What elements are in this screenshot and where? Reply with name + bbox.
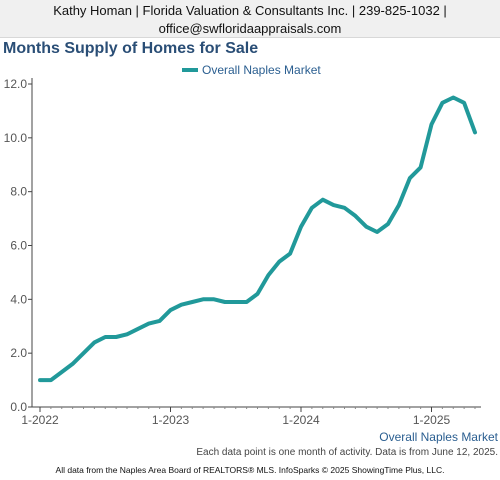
data-point [49,378,53,382]
series-line-overall-naples-market [38,95,477,383]
data-point [114,335,118,339]
data-point [223,300,227,304]
data-point [343,206,347,210]
y-tick-label: 8.0 [10,185,27,199]
data-point [158,319,162,323]
footer-credit: All data from the Naples Area Board of R… [55,465,445,475]
data-point [125,332,129,336]
data-point [266,273,270,277]
data-point [321,198,325,202]
data-point [440,101,444,105]
plot-area [38,95,477,383]
data-point [147,322,151,326]
y-tick-label: 0.0 [10,400,27,414]
legend: Overall Naples Market [182,63,321,77]
data-point [136,327,140,331]
data-point [38,378,42,382]
data-point [71,362,75,366]
data-point [190,300,194,304]
data-point [92,340,96,344]
data-point [179,303,183,307]
data-point [169,308,173,312]
series-label: Overall Naples Market [379,430,498,444]
data-point [288,252,292,256]
header-bar: Kathy Homan | Florida Valuation & Consul… [0,0,500,38]
data-point [375,230,379,234]
legend-swatch [182,67,198,72]
data-point [451,95,455,99]
data-point [462,101,466,105]
y-tick-label: 10.0 [4,131,28,145]
data-point [353,214,357,218]
data-point [60,370,64,374]
data-note: Each data point is one month of activity… [196,447,498,458]
data-point [408,176,412,180]
data-point [473,130,477,134]
x-tick-label: 1-2023 [152,413,190,427]
data-point [277,260,281,264]
data-point [430,122,434,126]
x-tick-label: 1-2024 [282,413,320,427]
x-tick-label: 1-2025 [413,413,451,427]
x-axis: 1-2022 1-2023 1-2024 1-2025 [21,406,481,427]
line-chart: 0.02.04.06.08.010.012.0 1-2022 1-2023 1-20… [4,77,481,427]
y-axis: 0.0 2.0 4.0 6.0 8.0 10.0 12.0 [4,77,33,414]
data-point [332,203,336,207]
data-point [212,297,216,301]
data-point [386,222,390,226]
x-tick-label: 1-2022 [21,413,59,427]
header-line-1: Kathy Homan | Florida Valuation & Consul… [53,3,447,18]
y-tick-label: 2.0 [10,346,27,360]
data-point [310,206,314,210]
y-tick-label: 12.0 [4,77,28,91]
data-point [419,165,423,169]
legend-label: Overall Naples Market [202,63,321,77]
data-point [245,300,249,304]
data-point [256,292,260,296]
data-point [103,335,107,339]
chart-title: Months Supply of Homes for Sale [3,40,259,57]
data-point [397,203,401,207]
data-point [201,297,205,301]
y-tick-label: 6.0 [10,239,27,253]
data-point [234,300,238,304]
data-point [364,225,368,229]
header-line-2: office@swfloridaappraisals.com [158,21,342,36]
y-tick-label: 4.0 [10,292,27,306]
data-point [299,225,303,229]
data-point [82,351,86,355]
